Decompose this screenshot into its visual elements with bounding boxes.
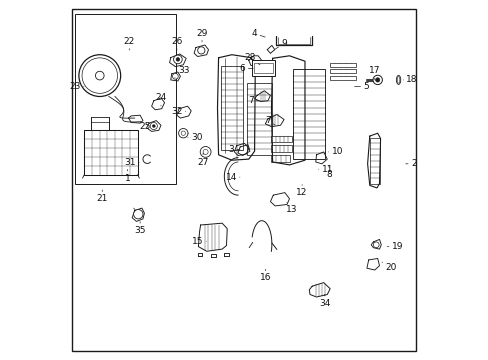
Ellipse shape [397, 77, 399, 83]
Circle shape [372, 75, 382, 85]
Text: 35: 35 [134, 222, 145, 235]
Text: 20: 20 [381, 262, 396, 272]
Circle shape [152, 125, 155, 127]
Circle shape [173, 55, 182, 64]
Text: 17: 17 [368, 66, 380, 80]
Text: 7: 7 [264, 116, 275, 125]
Circle shape [375, 78, 379, 82]
Text: 28: 28 [244, 53, 260, 65]
Circle shape [178, 129, 187, 138]
Text: 7: 7 [247, 96, 259, 105]
Text: 10: 10 [328, 148, 343, 156]
Text: 21: 21 [97, 190, 108, 203]
Circle shape [133, 210, 142, 219]
Circle shape [172, 73, 178, 79]
Circle shape [181, 131, 185, 135]
Circle shape [150, 122, 157, 130]
Text: 34: 34 [319, 294, 330, 307]
Text: 29: 29 [196, 29, 207, 42]
Bar [369, 138, 379, 184]
Text: 11: 11 [318, 165, 332, 174]
Text: 24: 24 [155, 94, 166, 106]
Text: 19: 19 [386, 242, 403, 251]
Bar [329, 63, 355, 67]
Text: 30: 30 [187, 133, 202, 142]
Bar [253, 63, 272, 73]
Bar [221, 66, 243, 150]
Text: 22: 22 [123, 37, 135, 50]
Text: 1: 1 [124, 170, 130, 183]
Text: 16: 16 [259, 269, 270, 282]
Text: 26: 26 [171, 37, 182, 50]
Bar [247, 83, 271, 155]
Circle shape [95, 71, 104, 80]
Circle shape [82, 58, 117, 93]
Text: 3: 3 [228, 145, 240, 154]
Bar [271, 145, 292, 152]
Bar [251, 60, 275, 76]
Text: 18: 18 [402, 76, 417, 85]
Text: 14: 14 [225, 173, 240, 181]
Circle shape [197, 47, 204, 54]
Bar [271, 136, 292, 142]
Bar [271, 155, 289, 162]
Text: 25: 25 [139, 122, 155, 131]
Bar [84, 130, 137, 175]
Text: 2: 2 [405, 159, 416, 168]
Text: 32: 32 [171, 107, 185, 116]
Text: 31: 31 [124, 158, 139, 167]
Text: 12: 12 [296, 185, 307, 197]
Text: 13: 13 [285, 202, 297, 214]
Circle shape [200, 147, 211, 157]
Text: 27: 27 [197, 153, 208, 166]
Text: 33: 33 [174, 66, 189, 78]
Text: 5: 5 [354, 82, 368, 91]
Text: 8: 8 [325, 166, 331, 179]
Bar [75, 14, 176, 184]
Ellipse shape [396, 76, 400, 85]
Text: 9: 9 [274, 39, 286, 49]
Circle shape [79, 55, 121, 96]
Bar [329, 76, 355, 80]
Text: 23: 23 [69, 82, 84, 91]
Text: 6: 6 [239, 64, 253, 73]
Circle shape [203, 149, 208, 154]
Bar [329, 69, 355, 73]
Circle shape [373, 242, 378, 248]
Text: 4: 4 [251, 29, 264, 38]
Text: 15: 15 [192, 237, 206, 246]
Circle shape [176, 58, 179, 61]
Bar [292, 69, 325, 159]
